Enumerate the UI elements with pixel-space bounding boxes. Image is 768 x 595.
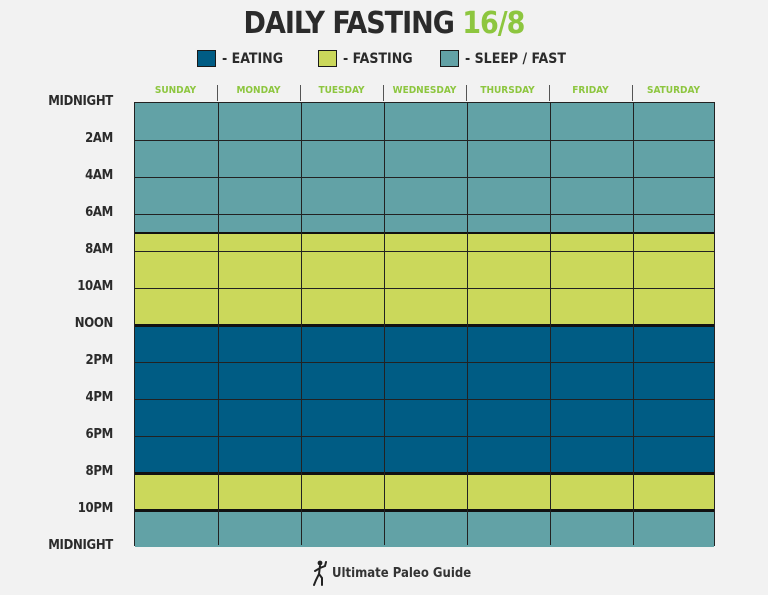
time-label: 8PM [85, 464, 114, 479]
legend: - EATING - FASTING - SLEEP / FAST [0, 50, 768, 70]
day-header-separator [466, 85, 467, 101]
day-header-thursday: THURSDAY [480, 85, 535, 96]
grid-line [135, 288, 714, 289]
period-boundary-line [135, 472, 714, 475]
legend-fasting-swatch [318, 50, 337, 67]
schedule-grid [134, 102, 715, 547]
schedule-block-fasting [135, 232, 714, 325]
time-label: 2PM [85, 353, 114, 368]
day-header-sunday: SUNDAY [154, 85, 197, 96]
day-column-line [218, 103, 219, 545]
grid-line [135, 214, 714, 215]
time-label: MIDNIGHT [48, 538, 113, 553]
time-label: 6AM [85, 205, 113, 220]
time-label: MIDNIGHT [48, 94, 113, 109]
grid-line [135, 362, 714, 363]
day-header-separator [549, 85, 550, 101]
page-title: DAILY FASTING 16/8 [0, 6, 768, 41]
legend-eating: - EATING [197, 50, 283, 67]
title-accent: 16/8 [462, 6, 525, 41]
schedule-block-sleep-fast [135, 510, 714, 547]
day-header-wednesday: WEDNESDAY [392, 85, 457, 96]
grid-line [135, 177, 714, 178]
time-label: 4PM [85, 390, 114, 405]
day-header-separator [217, 85, 218, 101]
time-label: 8AM [85, 242, 113, 257]
time-label: 6PM [85, 427, 114, 442]
day-header-separator [383, 85, 384, 101]
title-main: DAILY FASTING [243, 6, 455, 41]
runner-icon [313, 560, 327, 586]
day-header-tuesday: TUESDAY [318, 85, 365, 96]
grid-line [135, 140, 714, 141]
day-header-saturday: SATURDAY [646, 85, 701, 96]
legend-fasting: - FASTING [318, 50, 413, 67]
legend-sleep-fast-swatch [440, 50, 459, 67]
day-column-line [384, 103, 385, 545]
logo: Ultimate Paleo Guide [312, 560, 471, 586]
day-column-line [301, 103, 302, 545]
day-column-line [633, 103, 634, 545]
time-label: 10AM [77, 279, 113, 294]
period-boundary-line [135, 231, 714, 234]
grid-line [135, 436, 714, 437]
grid-line [135, 399, 714, 400]
time-label: 10PM [77, 501, 114, 516]
day-header-separator [300, 85, 301, 101]
legend-fasting-label: - FASTING [343, 50, 413, 67]
day-header-friday: FRIDAY [572, 85, 609, 96]
legend-eating-swatch [197, 50, 216, 67]
day-header-monday: MONDAY [236, 85, 281, 96]
period-boundary-line [135, 324, 714, 327]
legend-eating-label: - EATING [222, 50, 284, 67]
time-label: 4AM [85, 168, 113, 183]
day-header-separator [632, 85, 633, 101]
logo-text: Ultimate Paleo Guide [332, 565, 472, 581]
day-column-line [550, 103, 551, 545]
time-label: NOON [74, 316, 114, 331]
schedule-block-fasting [135, 473, 714, 510]
legend-sleep-fast: - SLEEP / FAST [440, 50, 566, 67]
grid-line [135, 251, 714, 252]
day-column-line [467, 103, 468, 545]
period-boundary-line [135, 509, 714, 512]
time-label: 2AM [85, 131, 113, 146]
schedule-block-sleep-fast [135, 103, 714, 233]
legend-sleep-fast-label: - SLEEP / FAST [465, 50, 566, 67]
